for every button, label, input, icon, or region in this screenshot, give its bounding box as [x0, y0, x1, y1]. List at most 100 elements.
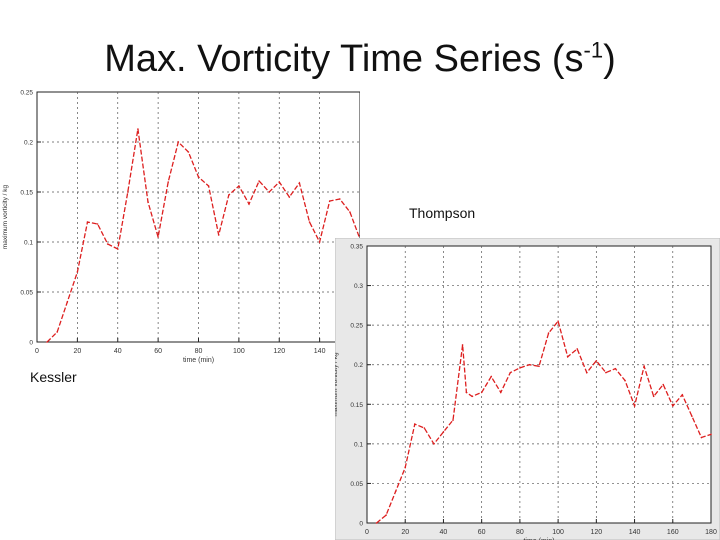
- data-point: [605, 371, 607, 374]
- data-point: [86, 221, 89, 223]
- data-point: [576, 348, 579, 350]
- data-point: [318, 241, 321, 243]
- kessler-caption: Kessler: [30, 369, 77, 385]
- data-point: [519, 367, 521, 369]
- data-point: [187, 151, 190, 153]
- data-point: [207, 185, 210, 187]
- data-point: [288, 196, 291, 198]
- y-tick-label: 0: [359, 521, 363, 528]
- kessler-chart: 02040608010012014016000.050.10.150.20.25…: [2, 90, 360, 364]
- data-point: [480, 391, 483, 394]
- data-point: [238, 185, 240, 187]
- data-point: [700, 436, 703, 439]
- x-axis-label: time (min): [523, 538, 554, 540]
- y-axis-label: maximum vorticity / kg: [335, 352, 339, 417]
- data-point: [106, 243, 109, 245]
- data-point: [633, 405, 636, 407]
- data-point: [404, 466, 407, 469]
- data-point: [624, 379, 626, 382]
- data-point: [566, 356, 569, 358]
- data-point: [643, 365, 645, 368]
- y-tick-label: 0.05: [350, 481, 363, 488]
- data-point: [197, 176, 200, 178]
- data-point: [116, 248, 119, 250]
- x-tick-label: 20: [73, 348, 81, 355]
- data-point: [167, 181, 170, 183]
- data-point: [339, 198, 341, 200]
- data-point: [710, 433, 712, 436]
- y-tick-label: 0.2: [354, 362, 363, 369]
- data-point: [56, 331, 58, 333]
- data-point: [461, 344, 464, 346]
- slide-title-end: ): [603, 38, 616, 80]
- x-tick-label: 60: [478, 529, 486, 536]
- slide-title: Max. Vorticity Time Series (s-1): [0, 37, 720, 80]
- data-point: [662, 383, 665, 386]
- data-point: [452, 419, 454, 421]
- data-point: [585, 371, 588, 374]
- x-tick-label: 0: [35, 348, 39, 355]
- y-tick-label: 0.15: [20, 190, 33, 197]
- x-tick-label: 100: [233, 348, 245, 355]
- y-tick-label: 0.35: [350, 244, 363, 251]
- x-tick-label: 180: [705, 529, 717, 536]
- x-tick-label: 80: [516, 529, 524, 536]
- data-point: [691, 415, 693, 417]
- plot-area: [366, 245, 712, 524]
- data-point: [499, 391, 502, 394]
- data-point: [557, 320, 559, 322]
- x-tick-label: 40: [440, 529, 448, 536]
- data-point: [538, 365, 540, 368]
- data-point: [671, 405, 674, 407]
- data-point: [433, 443, 435, 445]
- y-tick-label: 0.25: [20, 90, 33, 97]
- data-point: [66, 301, 69, 303]
- x-tick-label: 140: [629, 529, 641, 536]
- data-point: [509, 371, 512, 374]
- y-axis-label: maximum vorticity / kg: [2, 184, 9, 249]
- x-tick-label: 100: [552, 529, 564, 536]
- y-tick-label: 0.25: [350, 323, 363, 330]
- data-point: [217, 234, 220, 236]
- x-tick-label: 20: [401, 529, 409, 536]
- data-point: [177, 141, 180, 143]
- x-tick-label: 60: [154, 348, 162, 355]
- y-tick-label: 0.2: [24, 140, 33, 147]
- data-point: [385, 514, 387, 516]
- data-point: [298, 182, 301, 184]
- data-point: [308, 221, 311, 223]
- x-tick-label: 80: [195, 348, 203, 355]
- y-tick-label: 0.05: [20, 290, 33, 297]
- y-tick-label: 0.1: [24, 240, 33, 247]
- y-tick-label: 0.3: [354, 283, 363, 290]
- data-point: [547, 332, 550, 334]
- data-point: [268, 191, 270, 193]
- data-point: [137, 128, 139, 130]
- y-tick-label: 0.15: [350, 402, 363, 409]
- x-tick-label: 0: [365, 529, 369, 536]
- data-point: [248, 203, 250, 205]
- y-tick-label: 0: [29, 340, 33, 347]
- data-point: [681, 393, 684, 396]
- thompson-caption: Thompson: [409, 205, 476, 221]
- data-point: [490, 375, 493, 378]
- x-tick-label: 160: [667, 529, 679, 536]
- x-tick-label: 140: [314, 348, 326, 355]
- data-point: [157, 236, 159, 238]
- data-point: [278, 181, 281, 183]
- data-point: [614, 367, 617, 370]
- data-point: [46, 341, 48, 343]
- slide-title-main: Max. Vorticity Time Series (s: [104, 38, 584, 80]
- data-point: [227, 194, 230, 196]
- x-tick-label: 120: [590, 529, 602, 536]
- data-point: [96, 223, 99, 225]
- data-point: [127, 191, 129, 193]
- x-tick-label: 120: [273, 348, 285, 355]
- slide-title-superscript: -1: [583, 37, 604, 63]
- x-tick-label: 40: [114, 348, 122, 355]
- data-point: [328, 200, 331, 202]
- x-axis-label: time (min): [183, 357, 214, 364]
- data-point: [76, 271, 79, 273]
- data-point: [258, 180, 260, 182]
- y-tick-label: 0.1: [354, 441, 363, 448]
